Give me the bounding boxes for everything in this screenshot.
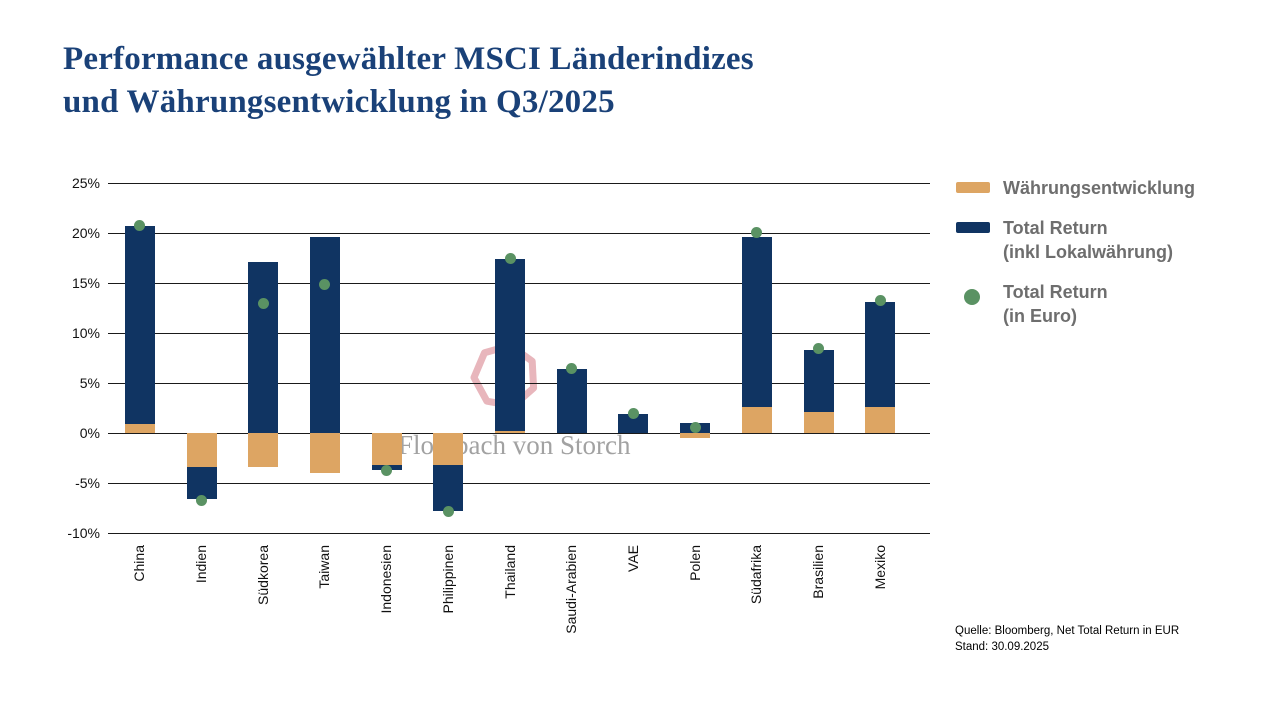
dot-eur-0 — [134, 219, 146, 231]
gridline-0 — [108, 432, 930, 434]
y-axis-tick-label-20: 20% — [71, 225, 100, 241]
x-axis-label-6: Thailand — [501, 545, 518, 599]
bar-local-12 — [865, 302, 896, 407]
bar-local-3 — [309, 237, 340, 433]
x-axis-label-1: Indien — [193, 545, 210, 584]
source-line-quelle: Quelle: Bloomberg, Net Total Return in E… — [955, 625, 1180, 637]
dot-eur-6 — [504, 252, 516, 264]
y-axis-tick-label-15: 15% — [71, 275, 100, 291]
x-axis-label-8: VAE — [624, 545, 641, 572]
legend-label-total-return-local: Total Return (inkl Lokalwährung) — [1003, 218, 1174, 262]
legend-label-currency: Währungsentwicklung — [1003, 178, 1196, 198]
x-axis-label-10: Südafrika — [748, 545, 765, 605]
dot-eur-10 — [751, 226, 763, 238]
dot-eur-8 — [627, 407, 639, 419]
x-axis-label-2: Südkorea — [254, 545, 271, 605]
bar-currency-0 — [124, 424, 155, 433]
dot-eur-1 — [196, 494, 208, 506]
bar-local-11 — [803, 350, 834, 412]
legend-swatch-column — [956, 216, 1003, 233]
bar-currency-5 — [433, 433, 464, 465]
bar-currency-9 — [680, 433, 711, 438]
y-axis-tick-label-5: 5% — [79, 375, 100, 391]
legend-swatch-column — [956, 176, 1003, 193]
gridline-25 — [108, 182, 930, 184]
dot-eur-11 — [813, 342, 825, 354]
x-axis-label-7: Saudi-Arabien — [563, 545, 580, 634]
bar-currency-6 — [495, 431, 526, 433]
bar-local-1 — [186, 467, 217, 499]
bar-currency-11 — [803, 412, 834, 433]
chart-title: Performance ausgewählter MSCI Länderindi… — [63, 41, 754, 120]
bar-local-5 — [433, 465, 464, 511]
y-axis-tick-label--5: -5% — [75, 475, 100, 491]
x-axis-label-3: Taiwan — [316, 545, 333, 589]
legend-item-total-return-local: Total Return (inkl Lokalwährung) — [956, 216, 1173, 264]
gridline--10 — [108, 532, 930, 534]
gridline--5 — [108, 482, 930, 484]
y-axis-tick-label-10: 10% — [71, 325, 100, 341]
bar-local-10 — [741, 237, 772, 407]
y-axis-tick-label-0: 0% — [79, 425, 100, 441]
dot-eur-7 — [566, 362, 578, 374]
x-axis-label-5: Philippinen — [439, 545, 456, 614]
bar-local-8 — [618, 414, 649, 433]
dot-eur-12 — [874, 294, 886, 306]
legend-label-total-return-eur: Total Return (in Euro) — [1003, 282, 1108, 326]
legend-item-currency: Währungsentwicklung — [956, 176, 1195, 200]
bar-local-6 — [495, 259, 526, 431]
legend-swatch-total-return-eur — [964, 289, 980, 305]
dot-eur-5 — [442, 505, 454, 517]
source-note: Quelle: Bloomberg, Net Total Return in E… — [955, 623, 1179, 655]
gridline-20 — [108, 232, 930, 234]
bar-currency-1 — [186, 433, 217, 467]
y-axis-tick-label--10: -10% — [67, 525, 100, 541]
bar-currency-2 — [248, 433, 279, 467]
bar-local-2 — [248, 262, 279, 433]
dot-eur-2 — [257, 297, 269, 309]
dot-eur-9 — [689, 421, 701, 433]
bar-local-0 — [124, 226, 155, 424]
bar-local-7 — [556, 369, 587, 433]
bar-currency-12 — [865, 407, 896, 433]
x-axis-label-4: Indonesien — [378, 545, 395, 614]
x-axis-label-11: Brasilien — [810, 545, 827, 599]
bar-currency-4 — [371, 433, 402, 465]
dot-eur-3 — [319, 278, 331, 290]
bar-currency-3 — [309, 433, 340, 473]
legend-swatch-currency — [956, 182, 990, 193]
source-line-stand: Stand: 30.09.2025 — [955, 641, 1049, 653]
bar-currency-10 — [741, 407, 772, 433]
legend-swatch-total-return-local — [956, 222, 990, 233]
x-axis-label-9: Polen — [686, 545, 703, 581]
y-axis-tick-label-25: 25% — [71, 175, 100, 191]
dot-eur-4 — [381, 464, 393, 476]
x-axis-label-0: China — [131, 545, 148, 582]
x-axis-label-12: Mexiko — [871, 545, 888, 590]
legend-item-total-return-eur: Total Return (in Euro) — [956, 280, 1108, 328]
